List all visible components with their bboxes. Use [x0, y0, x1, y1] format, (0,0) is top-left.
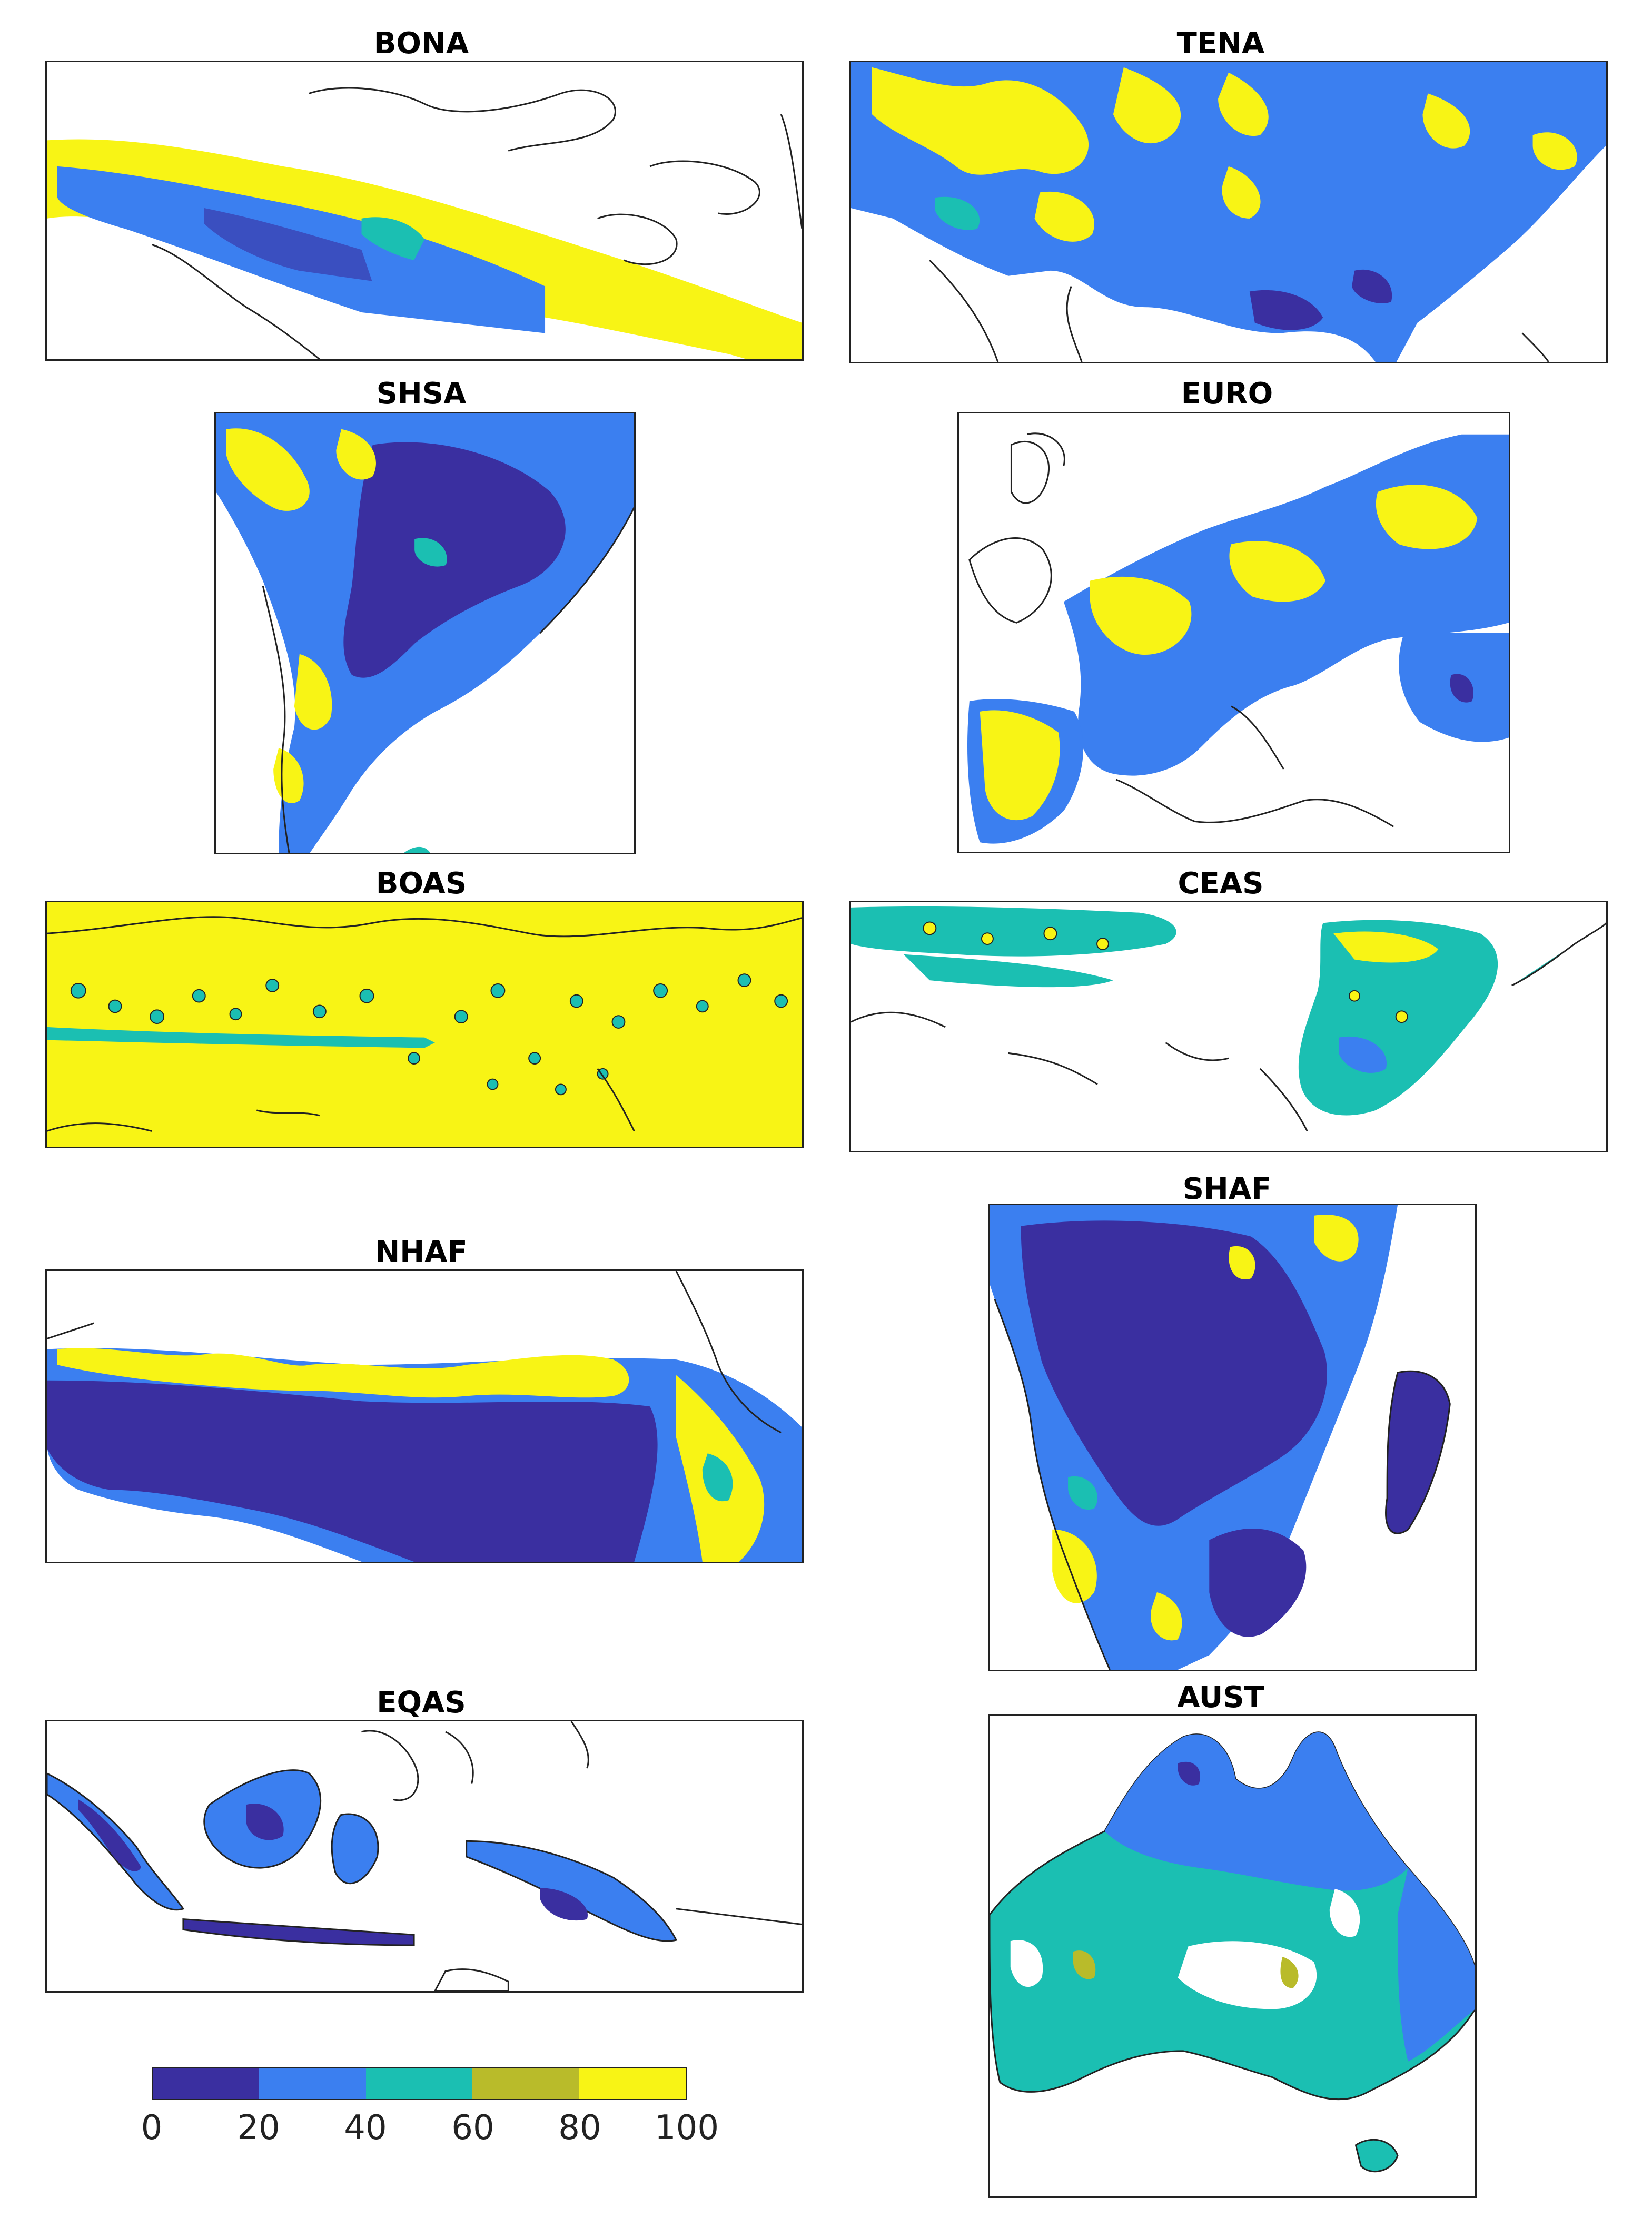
- panel-title-shaf: SHAF: [1182, 1172, 1272, 1206]
- panel-title-ceas: CEAS: [1178, 866, 1264, 901]
- map-shsa-drawing: [216, 413, 634, 853]
- map-boas-drawing: [47, 902, 802, 1147]
- map-boas: [45, 901, 804, 1148]
- map-bona-drawing: [47, 87, 802, 359]
- map-ceas-drawing: [851, 906, 1606, 1132]
- map-aust: [988, 1714, 1477, 2198]
- map-aust-drawing: [990, 1731, 1475, 2173]
- map-shsa: [214, 412, 636, 854]
- colorbar-segment-40-60: [365, 2068, 473, 2099]
- panel-title-tena: TENA: [1176, 26, 1265, 61]
- panel-title-shsa: SHSA: [376, 377, 467, 411]
- map-shaf-drawing: [990, 1205, 1451, 1670]
- colorbar-tick-0: 0: [141, 2108, 163, 2147]
- colorbar-tick-20: 20: [237, 2108, 280, 2147]
- colorbar-tick-100: 100: [654, 2108, 719, 2147]
- map-tena-drawing: [851, 62, 1606, 362]
- colorbar-segment-80-100: [579, 2068, 686, 2099]
- colorbar-segment-60-80: [472, 2068, 579, 2099]
- map-nhaf: [45, 1269, 804, 1563]
- map-eqas-drawing: [47, 1721, 802, 1991]
- map-bona: [45, 61, 804, 361]
- panel-title-aust: AUST: [1177, 1680, 1264, 1714]
- colorbar-segment-0-20: [153, 2068, 260, 2099]
- map-nhaf-drawing: [47, 1271, 802, 1562]
- map-eqas: [45, 1720, 804, 1993]
- panel-title-euro: EURO: [1181, 377, 1273, 411]
- colorbar-tick-60: 60: [451, 2108, 494, 2147]
- panel-title-eqas: EQAS: [377, 1686, 466, 1720]
- map-euro-drawing: [967, 432, 1509, 844]
- map-ceas: [849, 901, 1608, 1152]
- map-tena: [849, 61, 1608, 363]
- map-euro: [957, 412, 1510, 853]
- panel-title-bona: BONA: [373, 26, 469, 61]
- map-shaf: [988, 1204, 1477, 1671]
- colorbar-tick-40: 40: [344, 2108, 387, 2147]
- panel-title-nhaf: NHAF: [375, 1235, 468, 1269]
- colorbar: [152, 2067, 687, 2100]
- panel-title-boas: BOAS: [375, 866, 467, 901]
- colorbar-tick-80: 80: [558, 2108, 601, 2147]
- colorbar-segment-20-40: [259, 2068, 366, 2099]
